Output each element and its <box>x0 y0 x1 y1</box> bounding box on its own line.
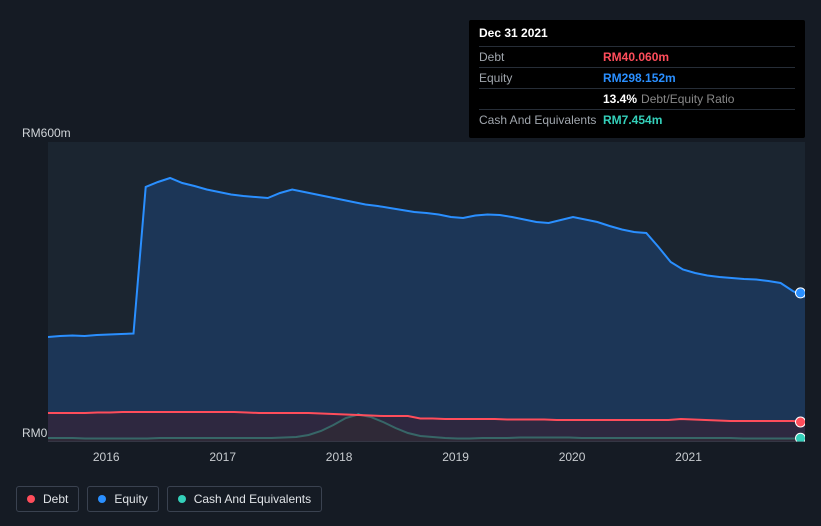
legend-label: Debt <box>43 492 68 506</box>
tooltip-row-suffix: Debt/Equity Ratio <box>641 92 734 106</box>
x-axis-tick: 2021 <box>675 450 702 464</box>
legend-dot-icon <box>98 495 106 503</box>
x-axis-tick: 2016 <box>93 450 120 464</box>
tooltip-row-value: RM40.060m <box>603 50 669 64</box>
tooltip-row-label: Debt <box>479 50 603 64</box>
tooltip-row-label: Cash And Equivalents <box>479 113 603 127</box>
x-axis-ticks: 2016 2017 2018 2019 2020 2021 <box>48 450 805 470</box>
legend-item[interactable]: Equity <box>87 486 158 512</box>
tooltip-row-value: 13.4%Debt/Equity Ratio <box>603 92 734 106</box>
chart-svg <box>48 142 805 442</box>
chart-legend: Debt Equity Cash And Equivalents <box>16 486 322 512</box>
tooltip-date: Dec 31 2021 <box>479 26 795 46</box>
x-axis-tick: 2020 <box>559 450 586 464</box>
chart-plot-area <box>48 142 805 442</box>
x-axis-tick: 2017 <box>209 450 236 464</box>
tooltip-row: EquityRM298.152m <box>479 67 795 88</box>
y-axis-label: RM600m <box>22 126 71 140</box>
tooltip-row: DebtRM40.060m <box>479 46 795 67</box>
tooltip-row-value: RM298.152m <box>603 71 676 85</box>
tooltip-card: Dec 31 2021 DebtRM40.060mEquityRM298.152… <box>469 20 805 138</box>
legend-item[interactable]: Cash And Equivalents <box>167 486 322 512</box>
tooltip-row-label <box>479 92 603 106</box>
legend-label: Equity <box>114 492 147 506</box>
tooltip-row: Cash And EquivalentsRM7.454m <box>479 109 795 130</box>
tooltip-row-label: Equity <box>479 71 603 85</box>
legend-dot-icon <box>27 495 35 503</box>
legend-item[interactable]: Debt <box>16 486 79 512</box>
tooltip-row-value: RM7.454m <box>603 113 662 127</box>
legend-dot-icon <box>178 495 186 503</box>
tooltip-row: 13.4%Debt/Equity Ratio <box>479 88 795 109</box>
x-axis-tick: 2018 <box>326 450 353 464</box>
legend-label: Cash And Equivalents <box>194 492 311 506</box>
x-axis-tick: 2019 <box>442 450 469 464</box>
y-axis-label: RM0 <box>22 426 47 440</box>
